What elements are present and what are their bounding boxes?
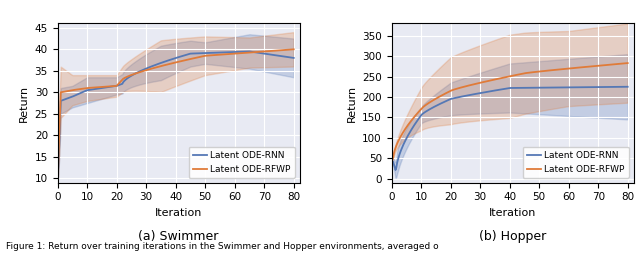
X-axis label: Iteration: Iteration bbox=[489, 208, 536, 218]
Line: Latent ODE-RFWP: Latent ODE-RFWP bbox=[392, 63, 628, 159]
Latent ODE-RNN bbox=[253, 51, 261, 54]
Latent ODE-RNN bbox=[269, 53, 276, 56]
Latent ODE-RNN bbox=[529, 86, 537, 89]
Latent ODE-RFWP bbox=[290, 48, 298, 51]
Latent ODE-RFWP bbox=[193, 56, 201, 59]
Line: Latent ODE-RNN: Latent ODE-RNN bbox=[58, 51, 294, 176]
Latent ODE-RFWP bbox=[528, 71, 536, 74]
Latent ODE-RFWP bbox=[54, 177, 61, 180]
Latent ODE-RFWP bbox=[198, 55, 206, 58]
Latent ODE-RNN bbox=[388, 160, 396, 163]
Latent ODE-RFWP bbox=[532, 70, 540, 73]
Latent ODE-RNN bbox=[602, 85, 610, 88]
Latent ODE-RNN bbox=[533, 86, 541, 89]
Latent ODE-RNN bbox=[54, 175, 61, 178]
Latent ODE-RFWP bbox=[54, 159, 62, 162]
Text: (b) Hopper: (b) Hopper bbox=[479, 230, 546, 244]
Line: Latent ODE-RNN: Latent ODE-RNN bbox=[392, 87, 628, 170]
Latent ODE-RNN bbox=[528, 86, 536, 89]
Latent ODE-RNN bbox=[193, 52, 201, 55]
X-axis label: Iteration: Iteration bbox=[155, 208, 202, 218]
Text: Figure 1: Return over training iterations in the Swimmer and Hopper environments: Figure 1: Return over training iteration… bbox=[6, 242, 439, 251]
Latent ODE-RNN bbox=[388, 160, 396, 163]
Y-axis label: Return: Return bbox=[346, 85, 356, 122]
Latent ODE-RFWP bbox=[527, 71, 535, 74]
Line: Latent ODE-RFWP: Latent ODE-RFWP bbox=[58, 49, 294, 179]
Latent ODE-RFWP bbox=[602, 63, 609, 67]
Latent ODE-RNN bbox=[290, 56, 298, 60]
Latent ODE-RNN bbox=[246, 50, 253, 53]
Latent ODE-RNN bbox=[198, 52, 206, 55]
Latent ODE-RFWP bbox=[624, 62, 632, 65]
Y-axis label: Return: Return bbox=[19, 85, 29, 122]
Latent ODE-RFWP bbox=[195, 56, 202, 59]
Legend: Latent ODE-RNN, Latent ODE-RFWP: Latent ODE-RNN, Latent ODE-RFWP bbox=[522, 147, 629, 178]
Latent ODE-RFWP bbox=[388, 158, 396, 161]
Latent ODE-RFWP bbox=[388, 158, 396, 161]
Latent ODE-RNN bbox=[624, 85, 632, 88]
Text: (a) Swimmer: (a) Swimmer bbox=[138, 230, 219, 244]
Legend: Latent ODE-RNN, Latent ODE-RFWP: Latent ODE-RNN, Latent ODE-RFWP bbox=[189, 147, 295, 178]
Latent ODE-RFWP bbox=[587, 65, 595, 68]
Latent ODE-RNN bbox=[392, 168, 399, 171]
Latent ODE-RFWP bbox=[268, 49, 275, 52]
Latent ODE-RFWP bbox=[253, 50, 260, 54]
Latent ODE-RNN bbox=[588, 86, 595, 89]
Latent ODE-RNN bbox=[54, 164, 62, 167]
Latent ODE-RNN bbox=[195, 52, 202, 55]
